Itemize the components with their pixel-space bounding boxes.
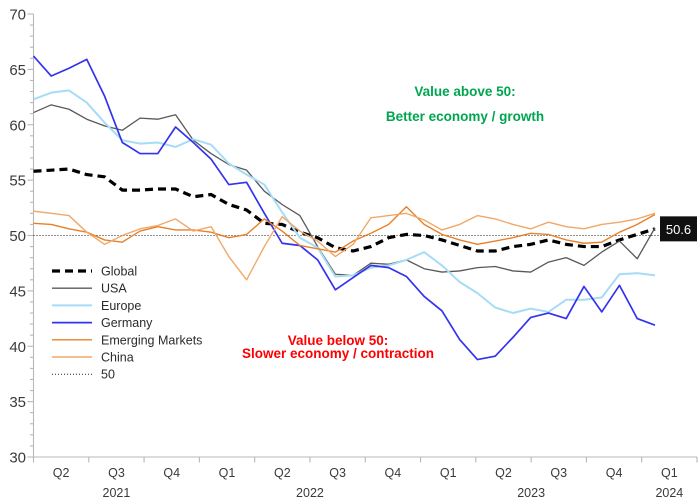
- legend-label-europe: Europe: [101, 299, 141, 313]
- series-line-europe: [33, 89, 656, 315]
- x-axis-year-label: 2021: [103, 486, 131, 500]
- y-axis-tick-label: 60: [9, 117, 26, 134]
- x-axis-quarter-label: Q3: [550, 466, 567, 480]
- series-line-china: [33, 210, 656, 281]
- legend-label-china: China: [101, 351, 134, 365]
- legend-label-emerging-markets: Emerging Markets: [101, 333, 202, 347]
- annotation-below-50-line1: Value below 50:: [288, 333, 389, 348]
- x-axis-quarter-label: Q1: [219, 466, 236, 480]
- y-axis-tick-label: 40: [9, 339, 26, 356]
- y-axis-tick-label: 65: [9, 62, 26, 79]
- x-axis-quarter-label: Q2: [495, 466, 512, 480]
- x-axis-quarter-label: Q4: [163, 466, 180, 480]
- x-axis-quarter-label: Q4: [385, 466, 402, 480]
- y-axis-tick-label: 35: [9, 394, 26, 411]
- series-line-emerging-markets: [33, 205, 656, 253]
- series-line-usa: [33, 104, 656, 277]
- series-line-global: [33, 167, 656, 253]
- x-axis-quarter-label: Q2: [53, 466, 70, 480]
- annotation-above-50-line2: Better economy / growth: [386, 109, 544, 124]
- x-axis-quarter-label: Q2: [274, 466, 291, 480]
- y-axis-tick-label: 50: [9, 228, 26, 245]
- y-axis-tick-label: 70: [9, 7, 26, 24]
- x-axis-quarter-label: Q3: [329, 466, 346, 480]
- end-value-badge-label: 50.6: [666, 222, 691, 237]
- x-axis-year-label: 2024: [655, 486, 683, 500]
- x-axis-quarter-label: Q1: [661, 466, 678, 480]
- series-line-germany: [32, 55, 656, 361]
- x-axis-year-label: 2022: [296, 486, 324, 500]
- end-value-badge-box: [660, 216, 697, 242]
- legend-label-usa: USA: [101, 282, 127, 296]
- annotation-above-50-line1: Value above 50:: [414, 84, 515, 99]
- annotation-below-50-line2: Slower economy / contraction: [242, 346, 434, 361]
- legend-label-germany: Germany: [101, 316, 153, 330]
- y-axis-tick-label: 45: [9, 283, 26, 300]
- legend-label-threshold-50: 50: [101, 368, 115, 382]
- legend-label-global: Global: [101, 265, 137, 279]
- x-axis-quarter-label: Q4: [606, 466, 623, 480]
- x-axis-quarter-label: Q3: [108, 466, 125, 480]
- y-axis-tick-label: 55: [9, 173, 26, 190]
- x-axis-quarter-label: Q1: [440, 466, 457, 480]
- y-axis-tick-label: 30: [9, 450, 26, 467]
- x-axis-year-label: 2023: [517, 486, 545, 500]
